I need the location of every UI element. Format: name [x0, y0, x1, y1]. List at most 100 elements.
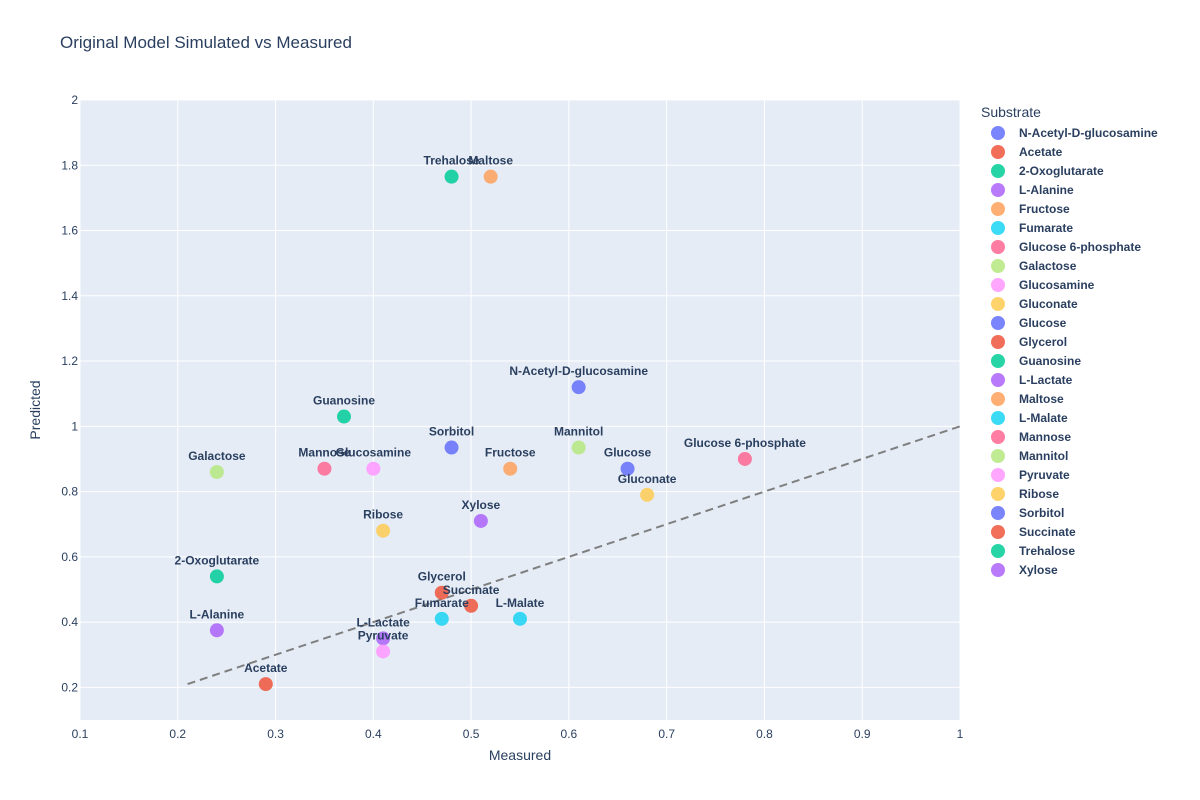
point-label: Glucose 6-phosphate	[684, 436, 806, 450]
point-label: L-Lactate	[356, 615, 410, 629]
x-tick-label: 0.8	[756, 727, 773, 741]
legend-label: L-Lactate	[1019, 372, 1073, 387]
legend-item[interactable]: Fructose	[981, 199, 1158, 218]
data-point[interactable]	[376, 631, 391, 646]
point-label: N-Acetyl-D-glucosamine	[509, 364, 648, 378]
legend-swatch	[991, 144, 1005, 159]
legend-item[interactable]: Maltose	[981, 389, 1158, 408]
legend-label: Fructose	[1019, 201, 1070, 216]
legend-swatch	[991, 562, 1005, 577]
data-point[interactable]	[209, 623, 224, 638]
data-point[interactable]	[503, 461, 518, 476]
legend-item[interactable]: Mannitol	[981, 446, 1158, 465]
point-label: Mannitol	[554, 425, 603, 439]
point-label: Glycerol	[418, 570, 466, 584]
x-tick-label: 1	[957, 727, 964, 741]
legend-item[interactable]: L-Alanine	[981, 180, 1158, 199]
data-point[interactable]	[737, 451, 752, 466]
reference-line	[187, 425, 961, 686]
chart-title: Original Model Simulated vs Measured	[60, 33, 352, 52]
legend-item[interactable]: Ribose	[981, 484, 1158, 503]
legend-swatch	[991, 239, 1005, 254]
data-point[interactable]	[434, 585, 449, 600]
legend-item[interactable]: 2-Oxoglutarate	[981, 161, 1158, 180]
legend-label: N-Acetyl-D-glucosamine	[1019, 125, 1158, 140]
data-point[interactable]	[444, 440, 459, 455]
data-points	[209, 169, 752, 692]
x-tick-label: 0.5	[463, 727, 480, 741]
legend-item[interactable]: Galactose	[981, 256, 1158, 275]
legend-swatch	[991, 277, 1005, 292]
legend-swatch	[991, 163, 1005, 178]
legend-label: Acetate	[1019, 144, 1063, 159]
point-label: Pyruvate	[358, 628, 409, 642]
legend-item[interactable]: Gluconate	[981, 294, 1158, 313]
data-point[interactable]	[317, 461, 332, 476]
data-point[interactable]	[337, 409, 351, 424]
point-label: Guanosine	[313, 394, 375, 408]
data-point[interactable]	[464, 598, 479, 613]
data-point[interactable]	[473, 513, 488, 528]
y-tick-label: 1.8	[61, 158, 78, 172]
legend-swatch	[991, 353, 1005, 368]
legend-item[interactable]: Glucose 6-phosphate	[981, 237, 1158, 256]
point-labels: N-Acetyl-D-glucosamine Acetate 2-Oxoglutar…	[175, 154, 807, 675]
point-label: Trehalose	[424, 154, 480, 168]
legend-label: Sorbitol	[1019, 505, 1065, 520]
y-tick-label: 0.8	[61, 485, 78, 499]
legend-item[interactable]: Xylose	[981, 560, 1158, 579]
legend-label: Glycerol	[1019, 334, 1068, 349]
legend-item[interactable]: L-Malate	[981, 408, 1158, 427]
legend-swatch	[991, 334, 1005, 349]
legend-item[interactable]: Acetate	[981, 142, 1158, 161]
legend-item[interactable]: N-Acetyl-D-glucosamine	[981, 123, 1158, 142]
legend-swatch	[991, 201, 1005, 216]
legend-item[interactable]: Glucose	[981, 313, 1158, 332]
y-tick-label: 1.4	[61, 289, 78, 303]
legend-item[interactable]: Sorbitol	[981, 503, 1158, 522]
data-point[interactable]	[571, 380, 586, 395]
point-label: Ribose	[363, 508, 403, 522]
data-point[interactable]	[620, 461, 635, 476]
y-tick-label: 1.2	[61, 354, 78, 368]
data-point[interactable]	[376, 644, 391, 659]
data-point[interactable]	[640, 487, 655, 502]
data-point[interactable]	[209, 465, 224, 479]
legend-swatch	[991, 543, 1005, 558]
legend-swatch	[991, 258, 1005, 273]
legend-item[interactable]: Fumarate	[981, 218, 1158, 237]
data-point[interactable]	[434, 611, 449, 626]
legend-item[interactable]: Glucosamine	[981, 275, 1158, 294]
y-axis-label: Predicted	[27, 380, 43, 439]
data-point[interactable]	[376, 523, 391, 538]
x-tick-label: 0.7	[658, 727, 675, 741]
data-point[interactable]	[571, 440, 586, 455]
legend-label: Glucosamine	[1019, 277, 1095, 292]
legend-label: L-Alanine	[1019, 182, 1074, 197]
legend-item[interactable]: L-Lactate	[981, 370, 1158, 389]
data-point[interactable]	[209, 569, 224, 584]
grid-lines	[79, 99, 961, 720]
legend-item[interactable]: Guanosine	[981, 351, 1158, 370]
legend-item[interactable]: Glycerol	[981, 332, 1158, 351]
legend-title: Substrate	[981, 104, 1041, 120]
legend-item[interactable]: Pyruvate	[981, 465, 1158, 484]
legend-swatch	[991, 429, 1005, 444]
legend-swatch	[991, 296, 1005, 311]
data-point[interactable]	[513, 611, 527, 626]
data-point[interactable]	[258, 677, 273, 692]
data-point[interactable]	[444, 169, 459, 184]
legend-label: Mannitol	[1019, 448, 1069, 463]
legend-item[interactable]: Trehalose	[981, 541, 1158, 560]
data-point[interactable]	[366, 461, 381, 476]
legend-item[interactable]: Succinate	[981, 522, 1158, 541]
legend-label: Guanosine	[1019, 353, 1082, 368]
point-label: Glucosamine	[336, 446, 412, 460]
legend-item[interactable]: Mannose	[981, 427, 1158, 446]
x-tick-label: 0.4	[365, 727, 382, 741]
data-point[interactable]	[483, 169, 498, 184]
legend-label: Glucose	[1019, 315, 1067, 330]
y-tick-label: 0.6	[61, 550, 78, 564]
y-tick-label: 0.4	[61, 615, 78, 629]
point-label: Sorbitol	[429, 425, 474, 439]
